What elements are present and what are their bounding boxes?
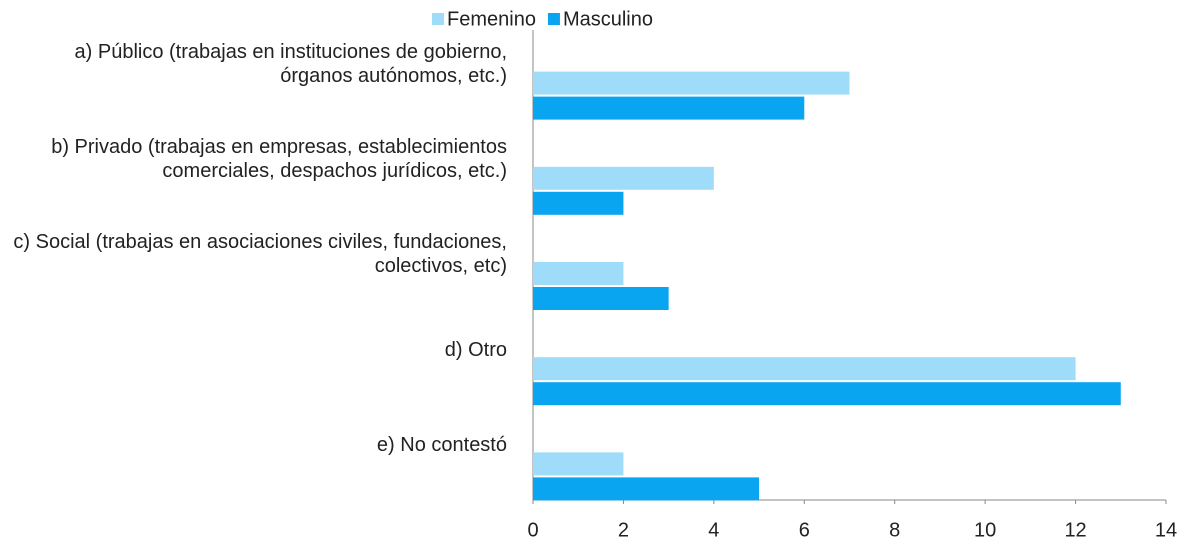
legend-label: Femenino [447,8,536,30]
y-tick-label: c) Social (trabajas en asociaciones civi… [13,231,507,278]
y-tick-label: e) No contestó [376,433,507,456]
bar [533,382,1121,406]
bar [533,357,1076,381]
x-tick-label: 4 [708,519,719,541]
bar [533,287,669,310]
x-tick-label: 2 [618,519,629,541]
y-tick-label: d) Otro [444,338,507,361]
y-tick-label: a) Público (trabajas en instituciones de… [74,41,507,87]
legend-swatch [432,13,444,25]
x-tick-label: 0 [527,519,538,541]
bar [533,477,760,501]
legend-swatch [547,13,560,25]
x-tick-label: 14 [1155,519,1177,541]
legend-label: Masculino [563,8,653,30]
x-tick-label: 6 [799,519,810,541]
x-tick-label: 12 [1064,519,1086,541]
bar [533,191,624,215]
x-tick-label: 10 [974,519,996,541]
bar [533,166,714,190]
y-tick-label: b) Privado (trabajas en empresas, establ… [51,136,507,183]
bar [533,452,624,476]
x-tick-label: 8 [889,519,900,541]
bar [533,262,624,285]
bar [533,71,850,95]
bar [533,96,805,120]
